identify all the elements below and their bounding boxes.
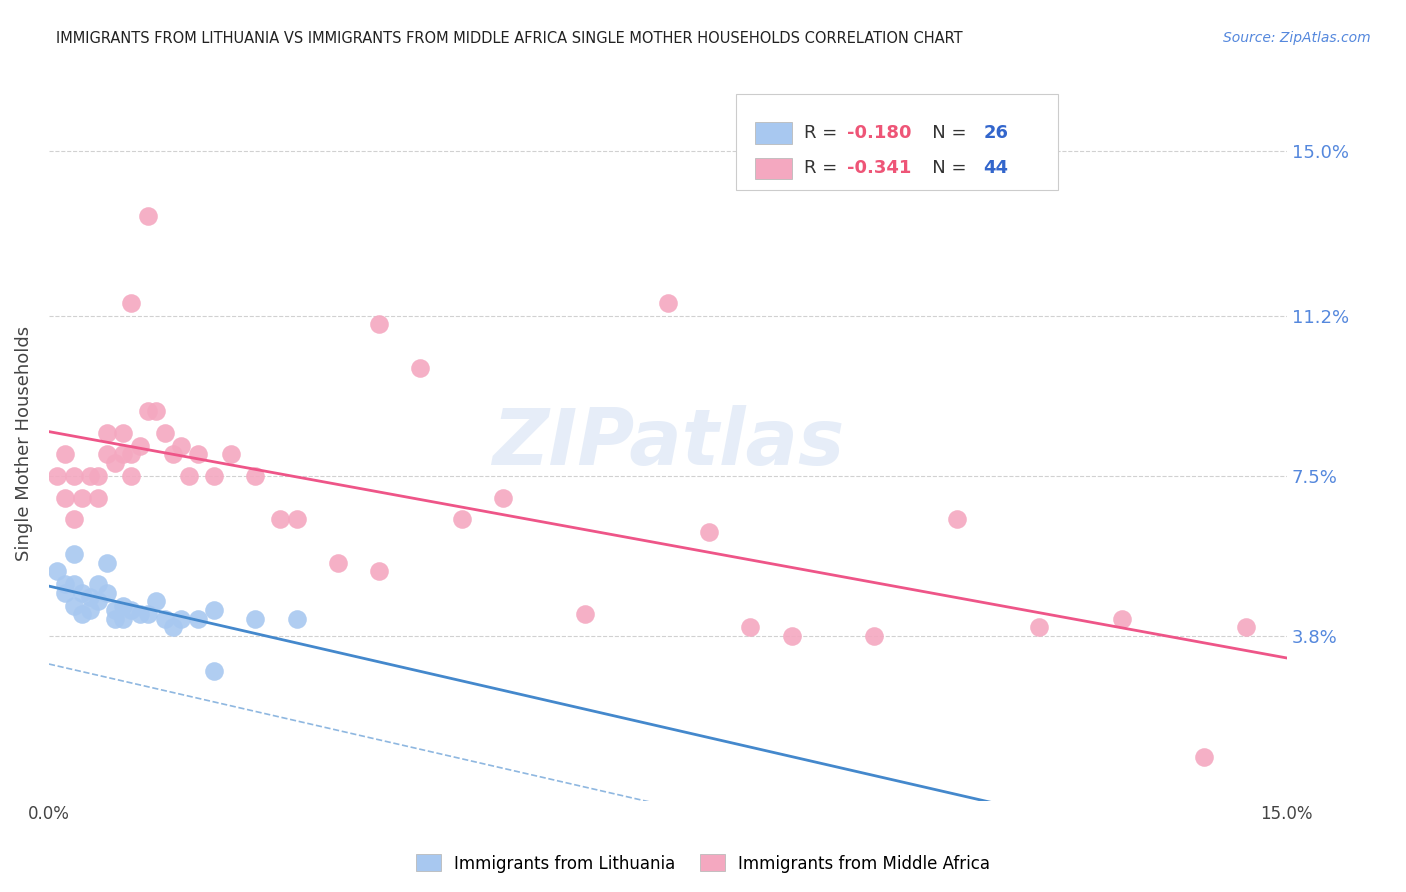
Point — [326, 556, 349, 570]
Point — [62, 469, 84, 483]
Point — [70, 491, 93, 505]
Point — [104, 456, 127, 470]
Point — [145, 404, 167, 418]
Point — [153, 612, 176, 626]
Point — [574, 607, 596, 622]
Point — [112, 425, 135, 440]
Point — [202, 469, 225, 483]
Point — [62, 599, 84, 613]
Point — [62, 577, 84, 591]
Point — [79, 469, 101, 483]
Point — [121, 469, 143, 483]
Point — [285, 512, 308, 526]
Point — [657, 295, 679, 310]
Point — [55, 447, 77, 461]
Point — [1111, 612, 1133, 626]
Point — [368, 564, 391, 578]
FancyBboxPatch shape — [755, 158, 792, 179]
Text: R =: R = — [804, 124, 844, 142]
Point — [780, 629, 803, 643]
Point — [104, 603, 127, 617]
Point — [62, 547, 84, 561]
Point — [96, 586, 118, 600]
Point — [162, 620, 184, 634]
Point — [186, 447, 208, 461]
Point — [70, 607, 93, 622]
Point — [136, 404, 159, 418]
Point — [170, 612, 193, 626]
FancyBboxPatch shape — [735, 94, 1057, 190]
Point — [46, 564, 69, 578]
Text: -0.180: -0.180 — [848, 124, 912, 142]
Point — [170, 439, 193, 453]
Point — [245, 469, 267, 483]
Point — [79, 590, 101, 604]
Point — [136, 209, 159, 223]
Point — [55, 586, 77, 600]
Point — [245, 612, 267, 626]
Point — [121, 603, 143, 617]
Text: ZIPatlas: ZIPatlas — [492, 406, 844, 482]
Point — [269, 512, 291, 526]
FancyBboxPatch shape — [755, 122, 792, 144]
Point — [162, 447, 184, 461]
Text: R =: R = — [804, 160, 844, 178]
Point — [1028, 620, 1050, 634]
Legend: Immigrants from Lithuania, Immigrants from Middle Africa: Immigrants from Lithuania, Immigrants fr… — [409, 847, 997, 880]
Text: Source: ZipAtlas.com: Source: ZipAtlas.com — [1223, 31, 1371, 45]
Point — [112, 599, 135, 613]
Point — [87, 594, 110, 608]
Point — [202, 664, 225, 678]
Point — [96, 447, 118, 461]
Point — [450, 512, 472, 526]
Point — [112, 612, 135, 626]
Point — [697, 525, 720, 540]
Point — [1194, 750, 1216, 764]
Point — [740, 620, 762, 634]
Text: N =: N = — [915, 124, 973, 142]
Point — [128, 439, 150, 453]
Point — [368, 318, 391, 332]
Point — [145, 594, 167, 608]
Point — [121, 447, 143, 461]
Point — [202, 603, 225, 617]
Point — [79, 603, 101, 617]
Y-axis label: Single Mother Households: Single Mother Households — [15, 326, 32, 561]
Point — [104, 612, 127, 626]
Text: N =: N = — [915, 160, 973, 178]
Point — [136, 607, 159, 622]
Text: 26: 26 — [984, 124, 1008, 142]
Point — [153, 425, 176, 440]
Point — [112, 447, 135, 461]
Point — [409, 360, 432, 375]
Point — [87, 469, 110, 483]
Point — [1234, 620, 1257, 634]
Point — [863, 629, 886, 643]
Text: -0.341: -0.341 — [848, 160, 911, 178]
Point — [96, 556, 118, 570]
Point — [285, 612, 308, 626]
Point — [121, 295, 143, 310]
Text: IMMIGRANTS FROM LITHUANIA VS IMMIGRANTS FROM MIDDLE AFRICA SINGLE MOTHER HOUSEHO: IMMIGRANTS FROM LITHUANIA VS IMMIGRANTS … — [56, 31, 963, 46]
Point — [186, 612, 208, 626]
Point — [96, 425, 118, 440]
Point — [219, 447, 242, 461]
Point — [55, 491, 77, 505]
Point — [62, 512, 84, 526]
Point — [87, 577, 110, 591]
Point — [70, 586, 93, 600]
Point — [128, 607, 150, 622]
Point — [87, 491, 110, 505]
Point — [46, 469, 69, 483]
Point — [492, 491, 515, 505]
Point — [55, 577, 77, 591]
Text: 44: 44 — [984, 160, 1008, 178]
Point — [945, 512, 967, 526]
Point — [179, 469, 201, 483]
